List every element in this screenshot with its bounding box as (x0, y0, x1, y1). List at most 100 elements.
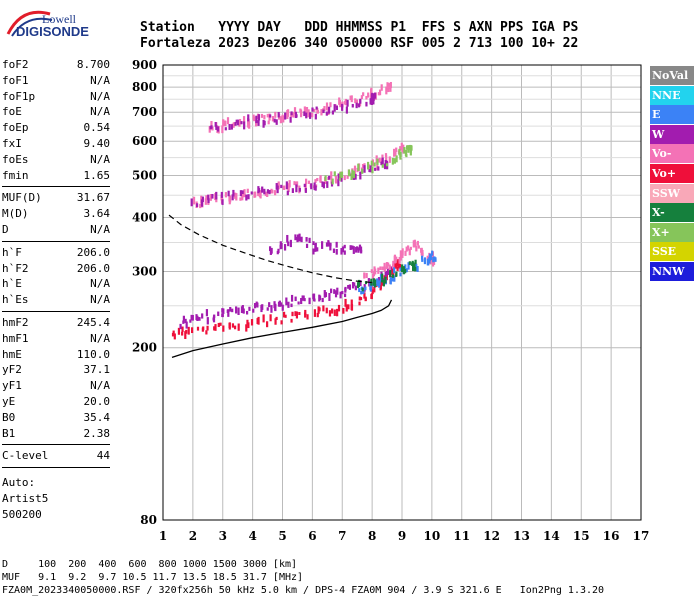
x-tick-label: 1 (159, 529, 167, 543)
trace-point (206, 325, 209, 331)
trace-point (321, 241, 324, 249)
auto-scaling-text: Auto: (2, 476, 36, 490)
trace-point (372, 93, 375, 101)
x-tick-label: 16 (603, 529, 620, 543)
param-label: B1 (2, 426, 16, 440)
trace-point (343, 175, 346, 181)
param-value: 31.67 (76, 191, 110, 205)
trace-point (298, 233, 301, 242)
trace-point (313, 108, 316, 112)
param-label: h`F (2, 245, 22, 259)
x-tick-label: 6 (308, 529, 316, 543)
trace-point (370, 93, 374, 100)
trace-point (381, 273, 384, 280)
trace-point (330, 178, 333, 184)
trace-point (399, 267, 402, 272)
trace-point (222, 325, 225, 332)
trace-point (331, 178, 334, 185)
trace-point (399, 250, 402, 258)
trace-point (369, 98, 372, 105)
trace-point (360, 95, 363, 100)
trace-point (224, 192, 227, 198)
trace-point (293, 181, 296, 186)
trace-point (250, 319, 254, 326)
trace-point (290, 294, 294, 302)
trace-point (407, 145, 410, 153)
trace-point (405, 246, 408, 252)
trace-point (376, 158, 379, 165)
trace-point (191, 314, 194, 321)
param-value: 206.0 (76, 245, 110, 259)
trace-point (214, 122, 217, 127)
trace-point (405, 268, 408, 273)
trace-point (243, 189, 246, 196)
trace-point (363, 292, 366, 299)
param-value: 206.0 (76, 261, 110, 275)
trace-point (277, 112, 280, 118)
trace-point (364, 281, 368, 285)
trace-point (341, 103, 344, 111)
param-label: yF1 (2, 379, 22, 393)
trace-point (245, 194, 248, 201)
trace-point (395, 271, 398, 277)
trace-point (365, 95, 368, 100)
trace-point (408, 248, 411, 256)
trace-point (224, 120, 227, 127)
param-label: hmF2 (2, 316, 29, 329)
trace-point (391, 264, 395, 269)
trace-point (322, 305, 325, 312)
trace-point (281, 114, 284, 122)
plot-frame (162, 64, 642, 521)
trace-point (274, 318, 277, 325)
trace-point (381, 157, 384, 165)
trace-point (319, 175, 322, 183)
trace-point (366, 161, 370, 170)
x-tick-label: 11 (453, 529, 470, 543)
trace-point (417, 245, 420, 249)
trace-point (432, 256, 435, 263)
trace-point (243, 193, 246, 198)
trace-point (335, 248, 338, 255)
trace-point (264, 191, 267, 197)
trace-point (361, 168, 364, 174)
trace-point (227, 190, 230, 197)
trace-point (361, 163, 365, 168)
trace-point (354, 173, 357, 180)
trace-point (304, 312, 307, 318)
trace-point (325, 307, 328, 314)
trace-point (396, 259, 399, 266)
trace-point (357, 279, 361, 287)
trace-point (273, 301, 276, 309)
trace-point (280, 184, 283, 189)
trace-point (421, 252, 424, 257)
trace-point (256, 318, 259, 325)
y-tick-label: 200 (132, 341, 157, 355)
trace-point (406, 145, 409, 150)
trace-point (201, 196, 204, 203)
trace-point (388, 264, 391, 271)
trace-point (328, 310, 332, 317)
trace-point (181, 326, 184, 333)
param-label: h`F2 (2, 261, 29, 275)
trace-point (383, 266, 386, 272)
trace-point (210, 120, 213, 128)
trace-point (384, 159, 387, 167)
trace-point (409, 246, 412, 250)
trace-point (345, 304, 348, 312)
param-row-group3-0: h`F 206.0 (2, 246, 110, 262)
trace-point (350, 304, 354, 311)
trace-point (254, 191, 257, 198)
trace-point (395, 155, 398, 163)
trace-point (221, 314, 224, 318)
trace-point (396, 266, 399, 271)
trace-point (308, 237, 311, 243)
trace-point (408, 144, 412, 151)
trace-point (224, 127, 227, 131)
trace-point (266, 307, 269, 311)
trace-point (263, 188, 266, 195)
trace-point (377, 267, 380, 274)
trace-point (333, 309, 336, 316)
trace-point (404, 149, 408, 157)
trace-point (213, 326, 216, 331)
trace-point (339, 291, 342, 299)
